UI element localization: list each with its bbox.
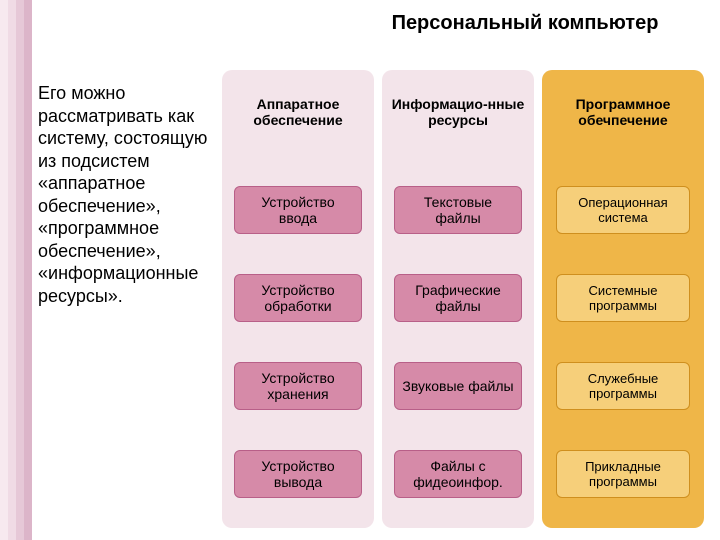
column-header-2: Программное обечпечение	[542, 82, 704, 142]
cell-1-3: Файлы с фидеоинфор.	[394, 450, 522, 498]
cell-0-1: Устройство обработки	[234, 274, 362, 322]
description-text: Его можно рассматривать как систему, сос…	[38, 82, 220, 402]
cell-1-2: Звуковые файлы	[394, 362, 522, 410]
cell-2-3: Прикладные программы	[556, 450, 690, 498]
cell-2-2: Служебные программы	[556, 362, 690, 410]
page-title: Персональный компьютер	[350, 12, 700, 40]
column-header-1: Информацио-нные ресурсы	[382, 82, 534, 142]
cell-1-0: Текстовые файлы	[394, 186, 522, 234]
cell-0-2: Устройство хранения	[234, 362, 362, 410]
column-header-0: Аппаратное обеспечение	[222, 82, 374, 142]
cell-2-1: Системные программы	[556, 274, 690, 322]
sidebar-decoration	[0, 0, 32, 540]
cell-2-0: Операционная система	[556, 186, 690, 234]
cell-0-3: Устройство вывода	[234, 450, 362, 498]
cell-1-1: Графические файлы	[394, 274, 522, 322]
cell-0-0: Устройство ввода	[234, 186, 362, 234]
slide: Персональный компьютер Его можно рассмат…	[0, 0, 720, 540]
